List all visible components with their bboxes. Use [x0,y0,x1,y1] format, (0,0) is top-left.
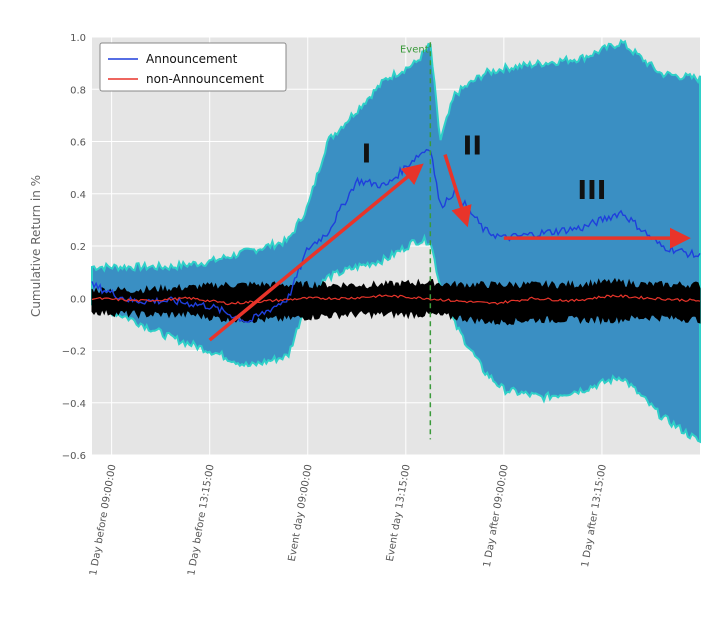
y-tick-label: −0.4 [62,399,86,410]
legend-entry-announcement: Announcement [146,52,238,66]
y-tick-label: 0.6 [70,138,86,149]
x-axis: 1 Day before 09:00:00 1 Day before 13:15:… [88,464,609,577]
x-tick-label: Event day 09:00:00 [287,464,315,563]
y-tick-label: 0.2 [70,242,86,253]
arrows [208,154,691,342]
line-non-announcement [91,294,701,306]
legend-entry-non-announcement: non-Announcement [146,72,264,86]
phase-arrow [443,154,472,228]
event-label: Event [400,45,429,56]
y-tick-label: 0.4 [70,190,86,201]
line-announcement [91,148,701,324]
series-lines [91,148,701,324]
x-tick-label: 1 Day before 13:15:00 [186,464,216,577]
x-tick-label: Event day 13:15:00 [385,464,413,563]
phase-arrow [208,163,424,342]
phase-label-i: I [362,139,372,169]
y-tick-label: −0.2 [62,347,86,358]
legend-box [99,42,287,92]
series-band-announcement [91,38,701,444]
y-tick-label: −0.6 [62,451,86,462]
x-tick-label: 1 Day after 09:00:00 [482,464,511,569]
x-tick-label: 1 Day after 13:15:00 [580,464,609,569]
x-tick-label: 1 Day before 09:00:00 [88,464,118,577]
y-axis-label: Cumulative Return in % [29,175,43,317]
phase-label-ii: II [463,132,482,162]
phase-label-iii: III [577,176,606,206]
y-tick-label: 0.8 [70,85,86,96]
legend: Announcement non-Announcement [99,42,287,92]
band-announcement [91,38,701,444]
y-tick-label: 1.0 [70,33,86,44]
y-tick-label: 0.0 [70,294,86,305]
y-axis: 1.0 0.8 0.6 0.4 0.2 0.0 −0.2 −0.4 −0.6 [62,33,86,462]
